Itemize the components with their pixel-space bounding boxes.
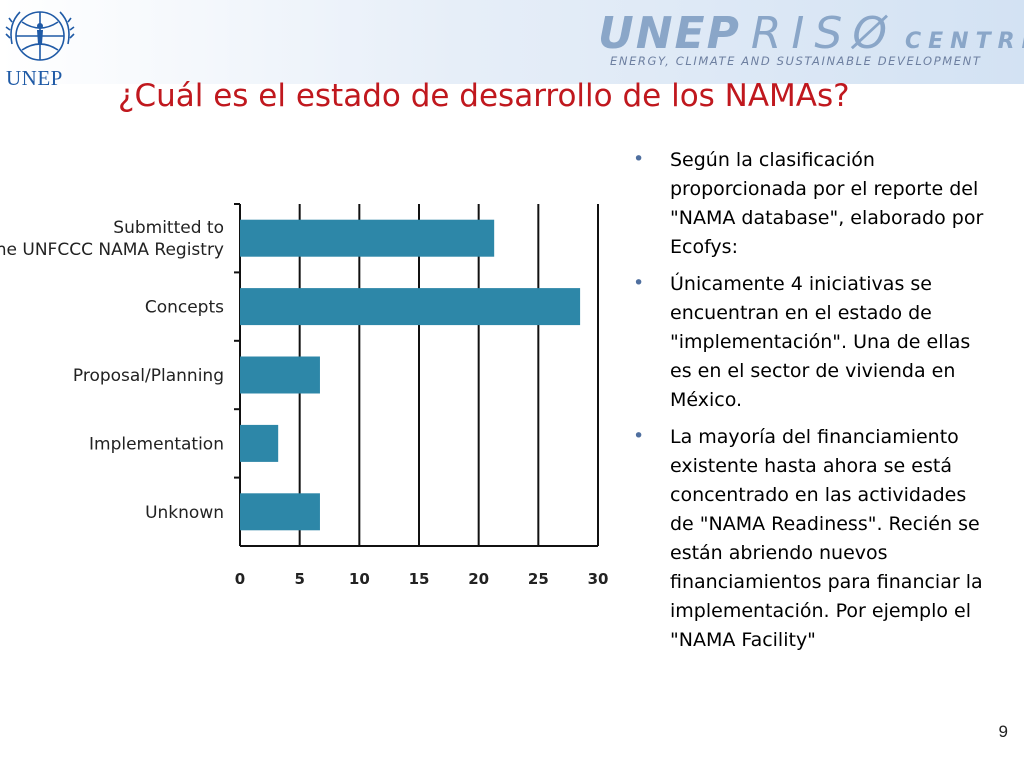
bar [240,288,581,326]
bullet-list: • Según la clasificación proporcionada po… [633,146,996,663]
x-tick-label: 30 [588,570,609,588]
x-tick-label: 15 [409,570,430,588]
category-label: Concepts [145,298,224,318]
nama-status-bar-chart: Submitted to the UNFCCC NAMA Registry Conc… [0,203,609,588]
bullet-text: Según la clasificación proporcionada por… [670,149,984,258]
bullet-text: La mayoría del financiamiento existente … [670,426,983,651]
bullet-item: • La mayoría del financiamiento existente… [633,423,996,655]
category-label: Submitted to the UNFCCC NAMA Registry [0,218,224,260]
slide-title: ¿Cuál es el estado de desarrollo de los … [118,78,850,114]
bar [240,356,320,394]
x-tick-label: 5 [294,570,304,588]
bar [240,219,495,257]
bar [240,493,320,531]
bullet-text: Únicamente 4 iniciativas se encuentran e… [670,273,971,411]
bullet-dot-icon: • [633,425,645,447]
category-label: Unknown [145,503,224,523]
x-tick-label: 0 [235,570,245,588]
bullet-dot-icon: • [633,148,645,170]
page-number: 9 [998,722,1008,741]
brand-riso: RISØ [750,8,897,59]
x-tick-label: 25 [528,570,549,588]
brand-tagline: ENERGY, CLIMATE AND SUSTAINABLE DEVELOPM… [610,54,982,68]
brand-unep: UNEP [598,8,741,59]
bullet-dot-icon: • [633,272,645,294]
category-label: Proposal/Planning [73,366,224,386]
category-label: Implementation [89,434,224,454]
bar [240,424,279,462]
x-tick-label: 20 [468,570,489,588]
bullet-item: • Únicamente 4 iniciativas se encuentran … [633,270,996,415]
bullet-item: • Según la clasificación proporcionada po… [633,146,996,262]
x-tick-label: 10 [349,570,370,588]
unep-emblem-icon [5,11,75,61]
header-band [0,0,1024,84]
unep-logo-text: UNEP [6,66,63,90]
